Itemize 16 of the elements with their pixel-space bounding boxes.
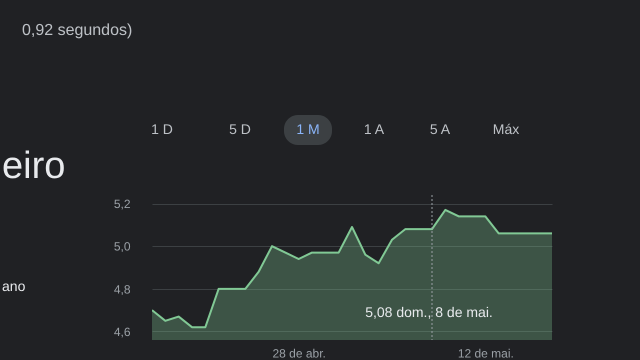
x-tick-label: 28 de abr. [272, 346, 326, 360]
text: 5 D [229, 121, 251, 137]
text: 1 A [364, 121, 385, 137]
text: Máx [492, 121, 520, 137]
annotation: 5,08 dom., 8 de mai. [365, 304, 493, 320]
y-tick-label: 4,8 [114, 282, 131, 296]
y-tick-label: 4,6 [114, 324, 131, 339]
text: 5 A [430, 121, 451, 137]
y-tick-label: 5,0 [114, 240, 131, 254]
text: 0,92 segundos) [22, 22, 132, 39]
y-tick-label: 5,2 [114, 197, 131, 212]
text: eiro [2, 145, 66, 187]
text: 1 M [296, 121, 320, 137]
text: ano [2, 278, 26, 294]
x-tick-label: 12 de mai. [458, 346, 514, 360]
text: 1 D [151, 121, 173, 137]
